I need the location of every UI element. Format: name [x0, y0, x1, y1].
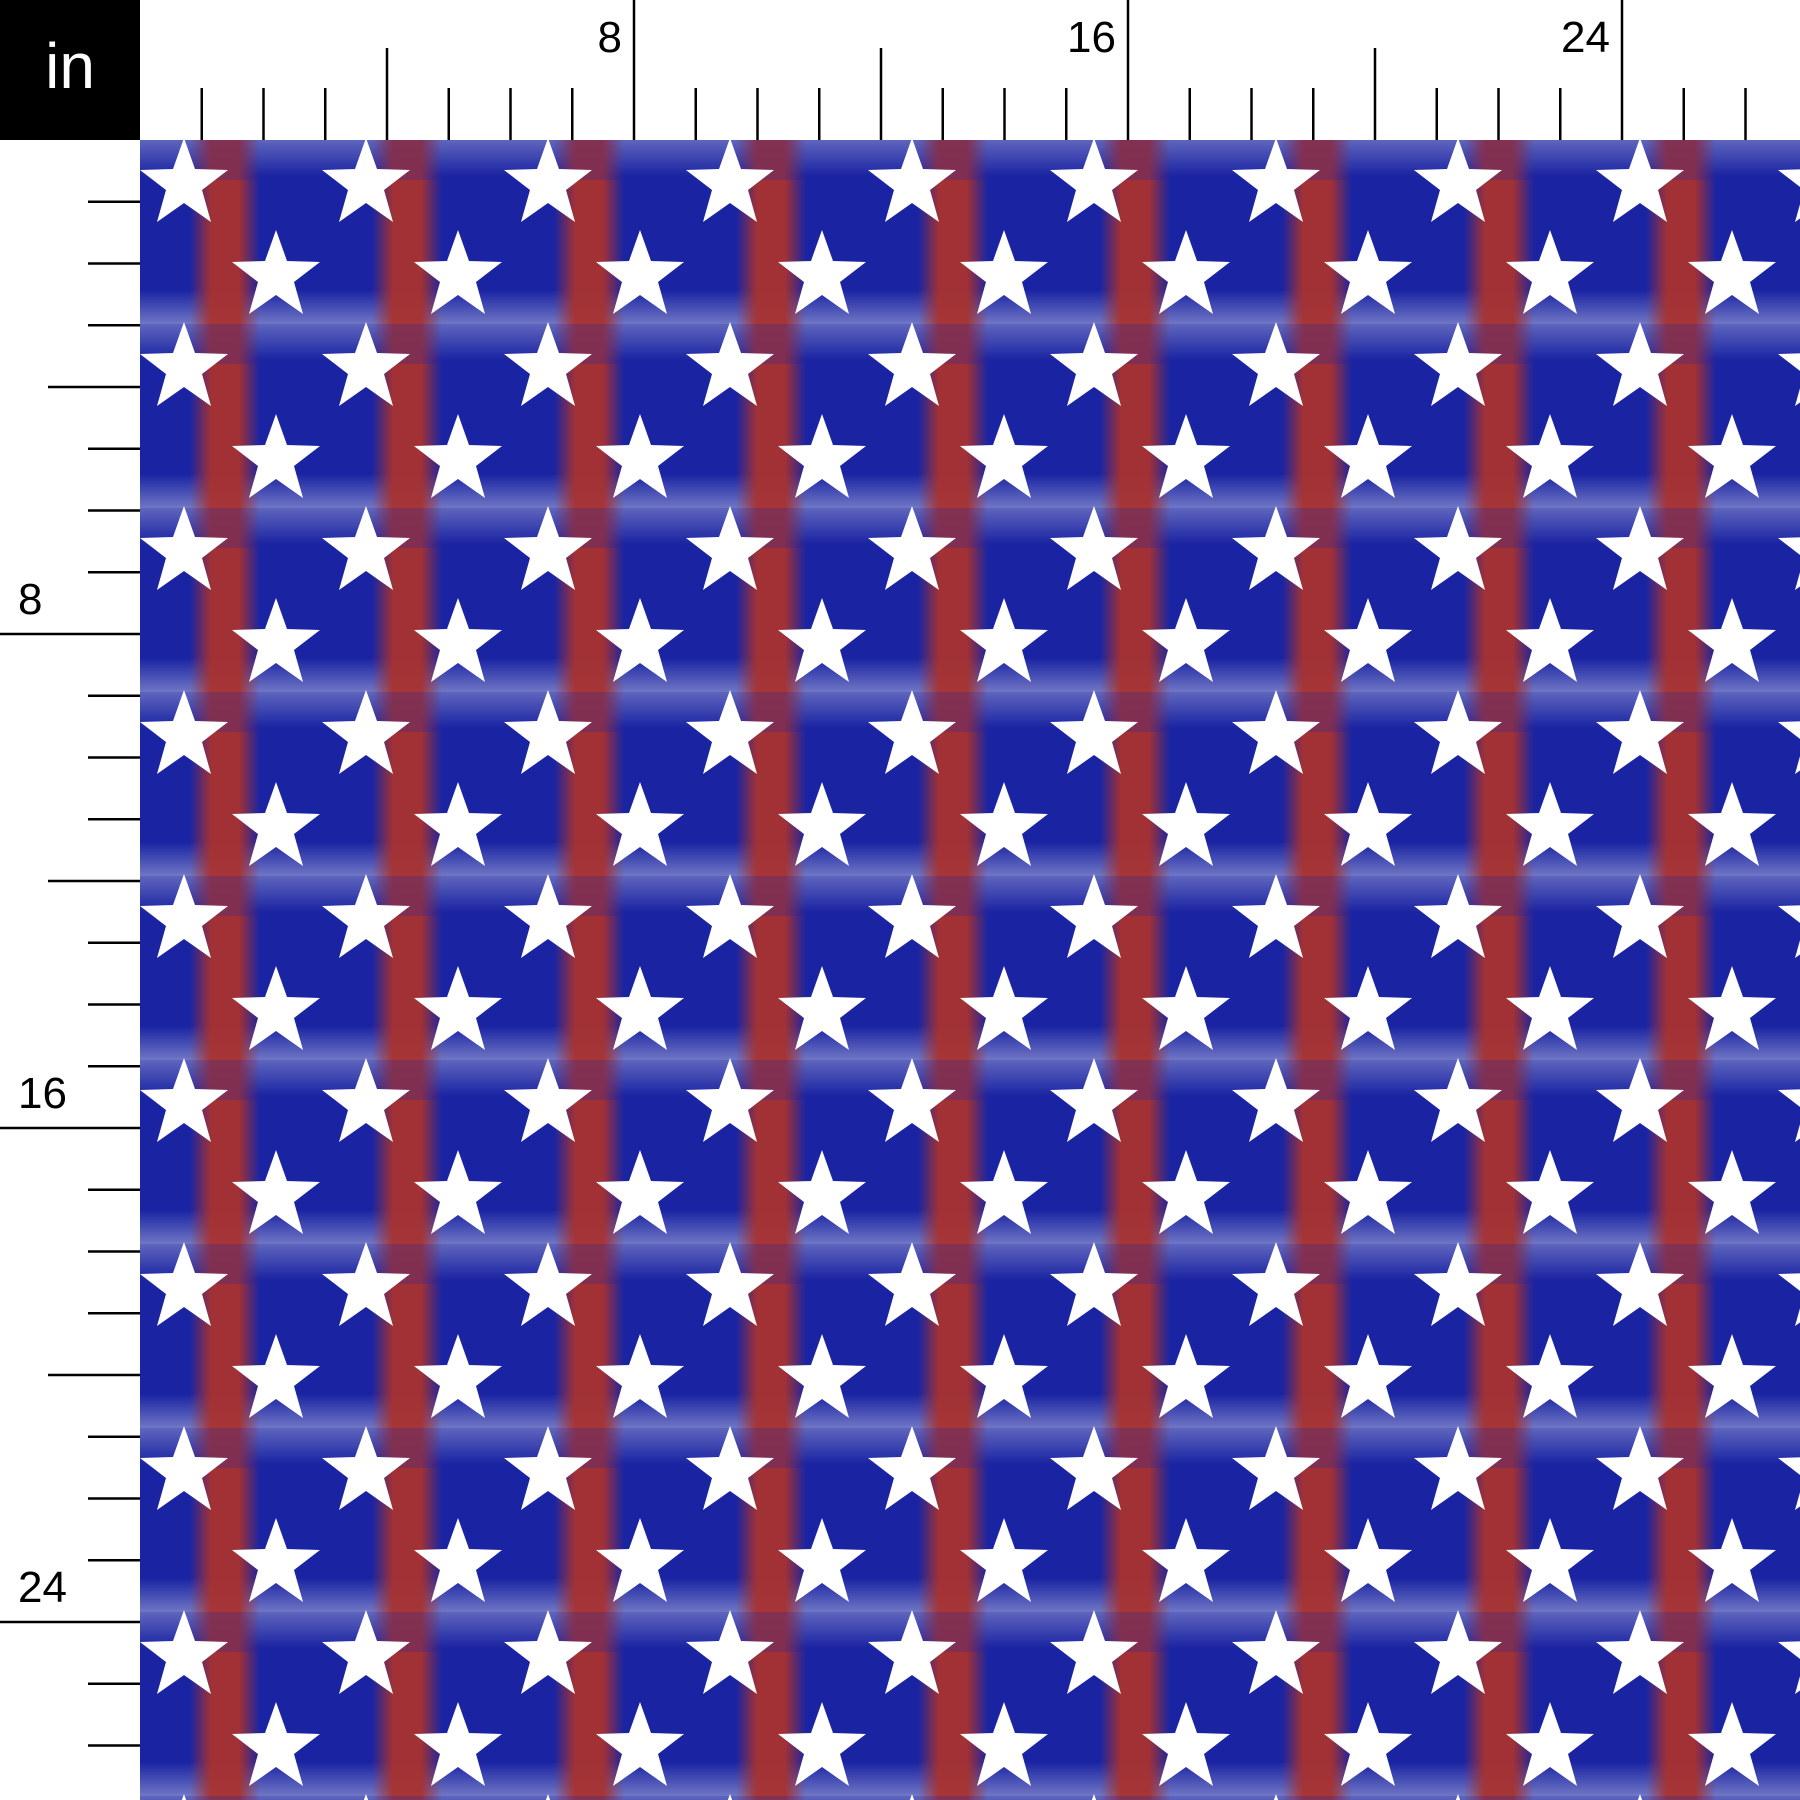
left-label-24: 24 [18, 1563, 67, 1612]
left-label-16: 16 [18, 1069, 67, 1118]
star-motifs [140, 140, 1800, 1800]
top-label-24: 24 [1561, 13, 1610, 62]
top-label-16: 16 [1067, 13, 1116, 62]
left-label-8: 8 [18, 575, 43, 624]
fabric-pattern [140, 140, 1800, 1800]
unit-label: in [0, 0, 140, 140]
top-label-8: 8 [597, 13, 622, 62]
